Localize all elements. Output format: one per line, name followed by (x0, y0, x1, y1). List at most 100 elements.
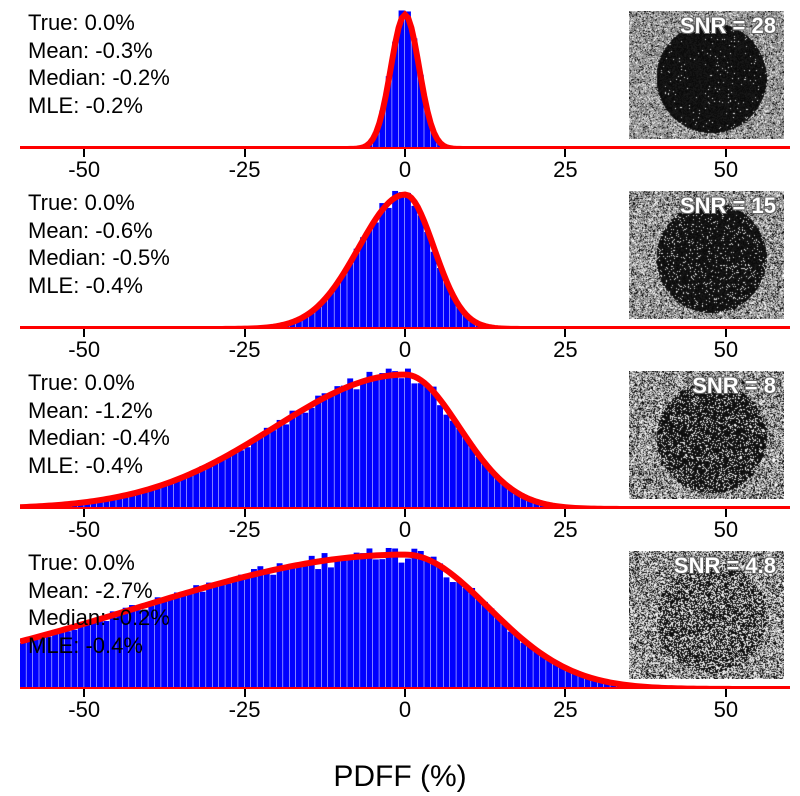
snr-label: SNR = 15 (680, 193, 776, 219)
tick-label: -50 (68, 157, 100, 183)
panels-container: -50-2502550True: 0.0%Mean: -0.3%Median: … (20, 5, 790, 725)
bar (424, 232, 430, 329)
bar (309, 408, 315, 509)
bar (546, 660, 552, 689)
tick (725, 149, 727, 157)
bar (347, 378, 353, 509)
bar (206, 463, 212, 509)
bar (444, 415, 450, 509)
bar (392, 191, 398, 329)
bar (418, 383, 424, 509)
panel-0: -50-2502550True: 0.0%Mean: -0.3%Median: … (20, 5, 790, 177)
bar (501, 621, 507, 689)
bar (379, 373, 385, 509)
x-ticks: -50-2502550 (20, 149, 790, 177)
tick-label: -50 (68, 337, 100, 363)
bar (302, 413, 308, 509)
bar (411, 206, 417, 329)
bar (174, 479, 180, 509)
bar (174, 592, 180, 689)
bar (180, 477, 186, 509)
bar (533, 651, 539, 689)
bar (418, 551, 424, 689)
bar (225, 456, 231, 509)
stat-mle: MLE: -0.4% (28, 272, 170, 300)
bar (315, 569, 321, 689)
tick (83, 509, 85, 517)
bar (328, 567, 334, 689)
bar (405, 559, 411, 689)
snr-label: SNR = 4.8 (674, 553, 776, 579)
stat-mean: Mean: -2.7% (28, 577, 170, 605)
stat-true: True: 0.0% (28, 189, 170, 217)
bar (463, 588, 469, 689)
bar (373, 559, 379, 689)
bar (469, 588, 475, 689)
bar (437, 563, 443, 689)
bar (238, 450, 244, 509)
tick-label: -50 (68, 697, 100, 723)
bar (476, 597, 482, 689)
bar (328, 395, 334, 509)
stat-mle: MLE: -0.2% (28, 92, 170, 120)
bar (213, 586, 219, 689)
tick (404, 689, 406, 697)
bar (251, 569, 257, 689)
bar (322, 553, 328, 689)
bar (193, 473, 199, 509)
bar (386, 548, 392, 689)
figure: -50-2502550True: 0.0%Mean: -0.3%Median: … (0, 0, 800, 796)
bar (360, 553, 366, 689)
bar (399, 192, 405, 329)
tick-label: 25 (553, 697, 577, 723)
bar (206, 583, 212, 689)
x-ticks: -50-2502550 (20, 329, 790, 357)
tick (244, 149, 246, 157)
tick-label: 25 (553, 157, 577, 183)
stats-block: True: 0.0%Mean: -1.2%Median: -0.4%MLE: -… (28, 369, 170, 479)
tick-label: -25 (229, 157, 261, 183)
tick (83, 149, 85, 157)
tick (404, 329, 406, 337)
bar (405, 193, 411, 329)
stats-block: True: 0.0%Mean: -0.6%Median: -0.5%MLE: -… (28, 189, 170, 299)
tick-label: -25 (229, 697, 261, 723)
tick-label: 0 (399, 697, 411, 723)
bar (392, 548, 398, 689)
bar (341, 556, 347, 689)
bar (411, 549, 417, 689)
bar (360, 237, 366, 329)
bar (168, 483, 174, 509)
tick-label: 50 (714, 697, 738, 723)
bar (379, 559, 385, 689)
bar (482, 602, 488, 689)
bar (354, 553, 360, 689)
bar (187, 474, 193, 509)
bar (367, 372, 373, 509)
bar (450, 582, 456, 689)
tick (244, 689, 246, 697)
tick-label: 50 (714, 337, 738, 363)
bar (527, 644, 533, 689)
stat-true: True: 0.0% (28, 9, 170, 37)
tick-label: -50 (68, 517, 100, 543)
bar (193, 585, 199, 689)
stat-median: Median: -0.5% (28, 244, 170, 272)
bar (219, 460, 225, 509)
bar (456, 429, 462, 509)
bar (334, 386, 340, 509)
snr-label: SNR = 8 (692, 373, 776, 399)
tick (564, 329, 566, 337)
panel-2: -50-2502550True: 0.0%Mean: -1.2%Median: … (20, 365, 790, 537)
bar (354, 389, 360, 509)
stat-mle: MLE: -0.4% (28, 452, 170, 480)
tick-label: 25 (553, 517, 577, 543)
stat-median: Median: -0.2% (28, 64, 170, 92)
bar (386, 208, 392, 329)
bar (386, 369, 392, 509)
panel-3: -50-2502550True: 0.0%Mean: -2.7%Median: … (20, 545, 790, 717)
bar (463, 437, 469, 509)
stat-true: True: 0.0% (28, 369, 170, 397)
bar (431, 252, 437, 329)
bar (309, 556, 315, 689)
